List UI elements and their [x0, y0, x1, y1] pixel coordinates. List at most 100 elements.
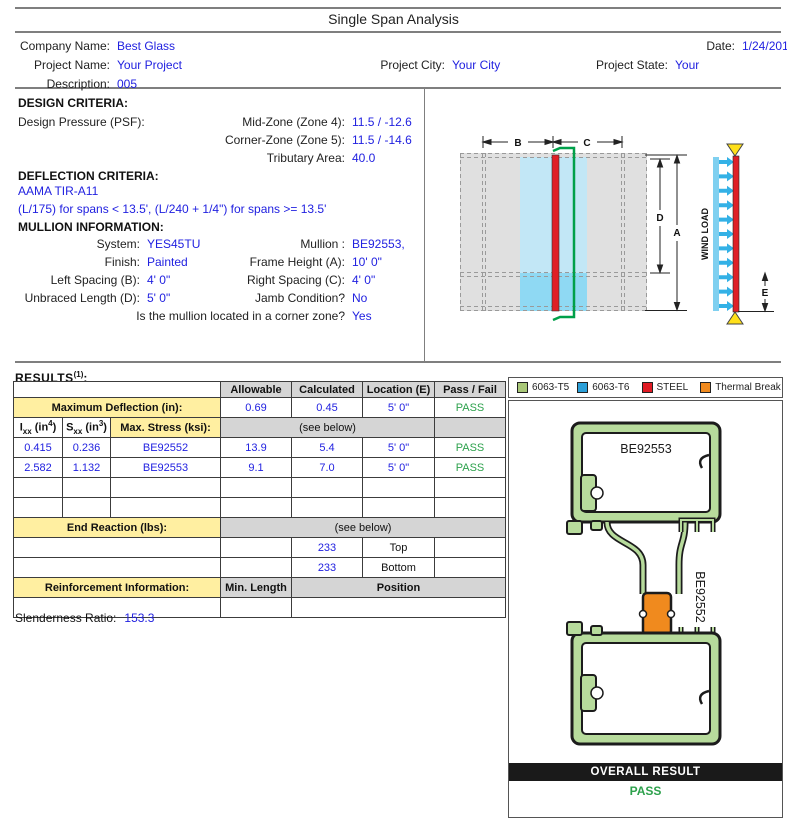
company-name-label: Company Name:: [19, 39, 110, 53]
empty-row-2: [13, 497, 506, 518]
max-deflection-allowable: 0.69: [220, 397, 292, 418]
max-stress-label: Max. Stress (ksi):: [110, 417, 221, 438]
empty-cell: [362, 477, 435, 498]
corner-zone-question-field: Is the mullion located in a corner zone?…: [60, 309, 371, 323]
be92553-ixx: 2.582: [13, 457, 63, 478]
legend-item-steel: STEEL: [641, 382, 688, 393]
stress-see-below: (see below): [220, 417, 435, 438]
corner-zone-question-label: Is the mullion located in a corner zone?: [136, 309, 345, 323]
left-spacing-value: 4' 0": [147, 273, 171, 287]
project-state-value: Your: [675, 58, 700, 72]
system-label: System:: [96, 237, 140, 251]
mid-zone-label: Mid-Zone (Zone 4):: [242, 115, 345, 129]
tributary-area-label: Tributary Area:: [266, 151, 345, 165]
jamb-condition-value: No: [352, 291, 368, 305]
legend-item-thermal-break: Thermal Break: [700, 382, 781, 393]
reinforcement-empty-row: [13, 597, 506, 618]
slenderness-ratio-value: 153.3: [124, 611, 155, 625]
thermal-break-notch-left: [638, 609, 648, 619]
empty-cell: [291, 497, 363, 518]
end-reaction-row: End Reaction (lbs): (see below): [13, 517, 506, 538]
be92553-allowable: 9.1: [220, 457, 292, 478]
be92552-name: BE92552: [110, 437, 221, 458]
sxx-sub: xx: [73, 426, 83, 436]
mullion-bar: [551, 154, 560, 312]
empty-row-1: [13, 477, 506, 498]
right-spacing-value: 4' 0": [352, 273, 376, 287]
company-name-field: Company Name: Best Glass: [15, 39, 175, 53]
be92552-ixx: 0.415: [13, 437, 63, 458]
material-legend: 6063-T5 6063-T6 STEEL Thermal Break: [508, 377, 783, 398]
be92553-sxx: 1.132: [62, 457, 111, 478]
max-deflection-pass-fail: PASS: [434, 397, 506, 418]
description-value: 005: [117, 77, 138, 91]
empty-cell: [13, 477, 63, 498]
date-value: 1/24/2017: [742, 39, 787, 53]
wind-load-strip: [713, 157, 719, 311]
empty-cell: [291, 597, 506, 618]
legend-thermal-break-label: Thermal Break: [715, 382, 781, 393]
empty-cell: [110, 477, 221, 498]
col-header-pass-fail: Pass / Fail: [434, 381, 506, 398]
legend-item-6063-t5: 6063-T5: [517, 382, 569, 393]
criteria-bottom-rule: [15, 361, 781, 363]
overall-result-value: PASS: [629, 784, 662, 798]
max-deflection-row: Maximum Deflection (in): 0.69 0.45 5' 0"…: [13, 397, 506, 418]
ixx-header-cell: Ixx (in4): [13, 417, 63, 438]
deflection-standard: AAMA TIR-A11: [18, 184, 99, 198]
min-length-header: Min. Length: [220, 577, 292, 598]
reinforcement-label: Reinforcement Information:: [13, 577, 221, 598]
finish-field: Finish: Painted: [0, 255, 188, 269]
mid-zone-field: Mid-Zone (Zone 4): 11.5 / -12.6: [150, 115, 412, 129]
criteria-divider-line: [424, 89, 425, 361]
finish-value: Painted: [147, 255, 188, 269]
deflection-rule: (L/175) for spans < 13.5', (L/240 + 1/4"…: [18, 202, 327, 216]
jamb-condition-label: Jamb Condition?: [254, 291, 345, 305]
description-label: Description:: [46, 77, 110, 91]
project-city-value: Your City: [452, 58, 501, 72]
mid-zone-value: 11.5 / -12.6: [352, 115, 412, 129]
be92553-pass-fail: PASS: [434, 457, 506, 478]
6063-t6-swatch-icon: [577, 382, 589, 393]
end-reaction-bottom-position: Bottom: [362, 557, 435, 578]
be92552-allowable: 13.9: [220, 437, 292, 458]
be92552-sxx: 0.236: [62, 437, 111, 458]
tributary-area-field: Tributary Area: 40.0: [150, 151, 376, 165]
stress-row-be92553: 2.582 1.132 BE92553 9.1 7.0 5' 0" PASS: [13, 457, 506, 478]
col-header-allowable: Allowable: [220, 381, 292, 398]
page-title: Single Span Analysis: [328, 11, 459, 27]
ixx-sub: xx: [22, 426, 32, 436]
project-name-label: Project Name:: [33, 58, 110, 72]
header-spacer-cell: [13, 381, 221, 398]
company-name-value: Best Glass: [117, 39, 176, 53]
finish-label: Finish:: [104, 255, 140, 269]
col-header-location: Location (E): [362, 381, 435, 398]
end-reaction-top-row: 233 Top: [13, 537, 506, 558]
empty-cell: [434, 537, 506, 558]
max-deflection-location: 5' 0": [362, 397, 435, 418]
project-name-value: Your Project: [117, 58, 182, 72]
empty-cell: [13, 497, 63, 518]
thermal-break-swatch-icon: [700, 382, 712, 393]
be92552-location: 5' 0": [362, 437, 435, 458]
corner-zone-value: 11.5 / -14.6: [352, 133, 412, 147]
be92552-calculated: 5.4: [291, 437, 363, 458]
end-reaction-bottom-row: 233 Bottom: [13, 557, 506, 578]
neck-right-wall: [677, 521, 687, 594]
neck-left-wall: [605, 521, 645, 594]
empty-cell: [13, 537, 221, 558]
be92553-name: BE92553: [110, 457, 221, 478]
right-top-hooks: [680, 519, 714, 532]
corner-zone-label: Corner-Zone (Zone 5):: [224, 133, 345, 147]
sxx-end: ): [103, 421, 107, 434]
thermal-break-notch-right: [666, 609, 676, 619]
project-city-label: Project City:: [380, 58, 445, 72]
mullion-cross-section-drawing: BE92553 BE92552: [566, 421, 722, 746]
mullion-information-heading: MULLION INFORMATION:: [18, 220, 164, 234]
frame-height-value: 10' 0": [352, 255, 382, 269]
stress-header-row: Ixx (in4) Sxx (in3) Max. Stress (ksi): (…: [13, 417, 506, 438]
wind-mullion-bar: [732, 155, 740, 313]
unbraced-length-field: Unbraced Length (D): 5' 0": [0, 291, 171, 305]
empty-cell: [434, 557, 506, 578]
